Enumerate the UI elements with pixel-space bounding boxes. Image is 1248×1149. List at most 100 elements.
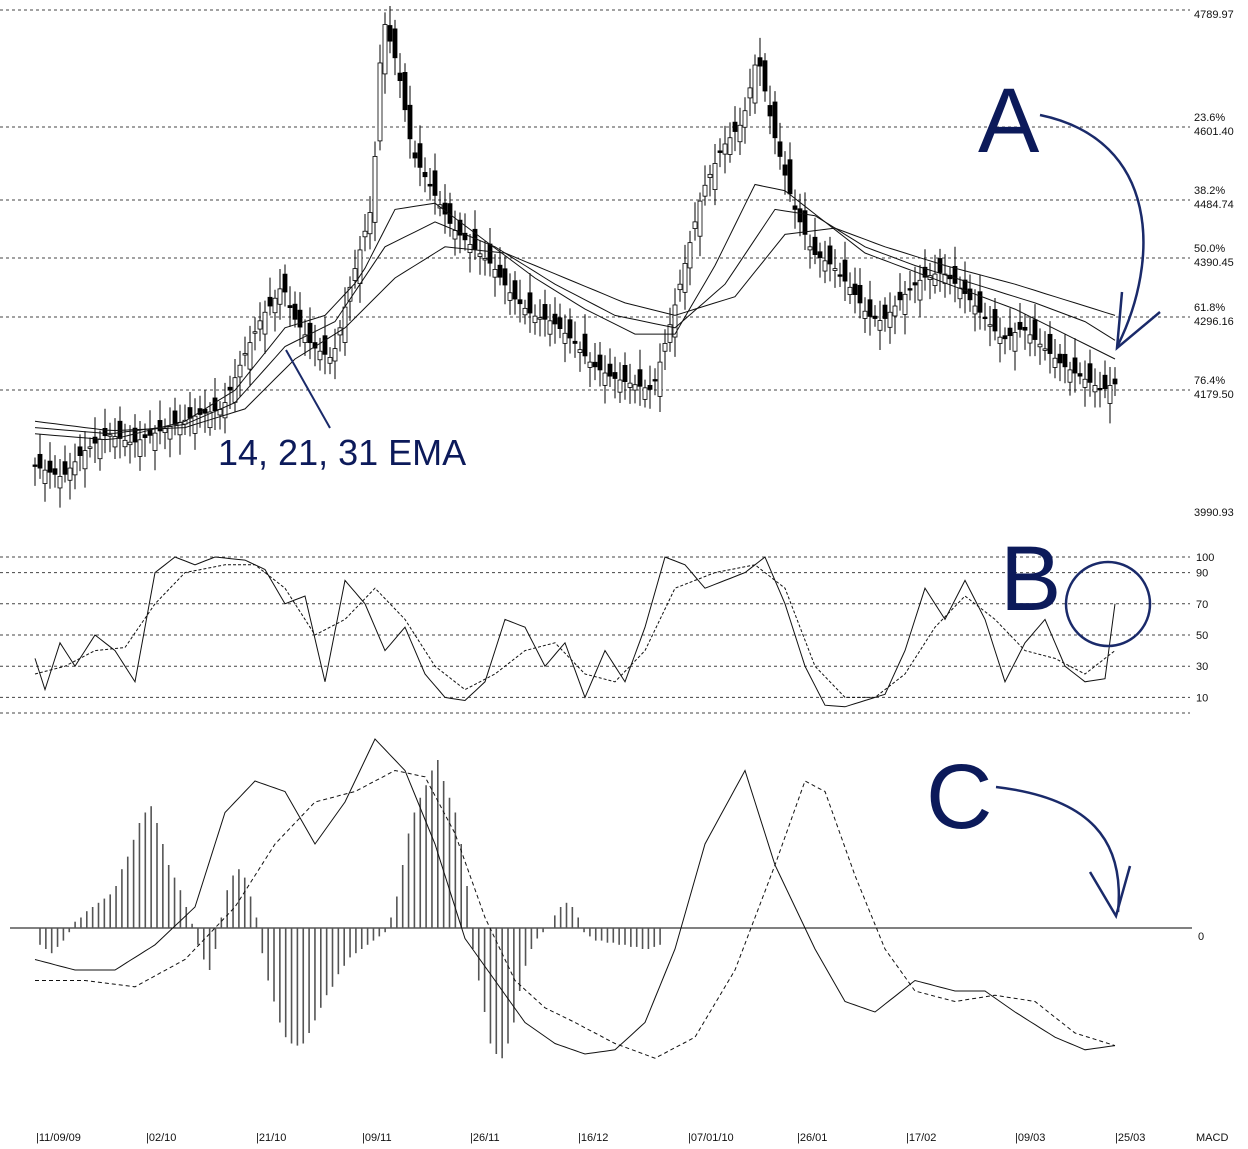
ema-line: [34, 208, 1116, 434]
candle-body: [1062, 353, 1068, 368]
candle-body: [332, 348, 338, 362]
date-tick-label: |26/01: [797, 1132, 827, 1144]
candle-body: [1107, 385, 1113, 404]
candle-body: [992, 309, 998, 332]
candle-body: [317, 350, 323, 361]
candle-body: [902, 293, 908, 315]
candle-body: [997, 336, 1003, 344]
candle-body: [697, 200, 703, 237]
candle-body: [292, 303, 298, 320]
stoch-tick-label: 90: [1196, 568, 1208, 580]
candle-body: [652, 379, 658, 382]
candle-body: [797, 208, 803, 223]
candle-body: [607, 363, 613, 377]
candle-body: [1032, 319, 1038, 340]
date-tick-label: |16/12: [578, 1132, 608, 1144]
arrowhead-a: [1115, 291, 1161, 351]
candle-body: [752, 64, 758, 104]
candle-body: [542, 304, 548, 320]
candle-body: [987, 324, 993, 327]
annotation-b: B: [1000, 528, 1061, 630]
stoch-k-line: [34, 556, 1116, 708]
candle-body: [707, 173, 713, 178]
candle-body: [817, 251, 823, 259]
candle-body: [617, 379, 623, 393]
candle-body: [77, 446, 83, 457]
candle-body: [1097, 388, 1103, 391]
candle-body: [122, 439, 128, 448]
candle-body: [457, 219, 463, 236]
candle-body: [722, 143, 728, 155]
candle-body: [582, 333, 588, 357]
candle-body: [632, 384, 638, 391]
candle-body: [597, 354, 603, 371]
candle-body: [242, 353, 248, 356]
arrow-a: [1039, 113, 1145, 346]
candle-body: [1012, 332, 1018, 352]
candle-body: [642, 387, 648, 400]
candle-body: [492, 269, 498, 278]
candle-body: [552, 313, 558, 325]
candle-body: [712, 163, 718, 190]
candle-body: [572, 340, 578, 344]
candle-body: [127, 441, 133, 446]
candle-body: [937, 258, 943, 273]
macd-signal-line: [35, 769, 1116, 1059]
candle-body: [1052, 357, 1058, 368]
date-tick-label: |09/03: [1015, 1132, 1045, 1144]
candle-body: [637, 369, 643, 387]
stoch-tick-label: 10: [1196, 692, 1208, 704]
candle-body: [837, 274, 843, 277]
candle-body: [1067, 369, 1073, 383]
candle-body: [737, 124, 743, 143]
candle-body: [1057, 353, 1063, 364]
stochastic-panel: 100 90 70 50 30 10: [0, 552, 1214, 714]
candle-body: [422, 171, 428, 178]
candle-body: [407, 104, 413, 140]
candle-body: [417, 143, 423, 168]
candle-body: [252, 331, 258, 334]
candle-body: [287, 305, 293, 308]
candle-body: [397, 72, 403, 82]
candle-body: [1047, 333, 1053, 354]
candle-body: [827, 245, 833, 265]
price-tick-label: 4484.74: [1194, 199, 1234, 211]
candle-body: [452, 230, 458, 240]
candle-body: [87, 446, 93, 449]
candle-body: [812, 236, 818, 256]
candle-body: [1002, 335, 1008, 340]
date-tick-label: |25/03: [1115, 1132, 1145, 1144]
candle-body: [562, 332, 568, 344]
stoch-tick-label: 100: [1196, 552, 1214, 564]
candle-body: [1092, 385, 1098, 393]
candle-body: [1072, 357, 1078, 374]
candle-body: [687, 242, 693, 269]
candle-body: [92, 436, 98, 444]
candle-body: [172, 410, 178, 425]
fib-label: 50.0%: [1194, 243, 1225, 255]
fib-label: 38.2%: [1194, 185, 1225, 197]
candle-body: [132, 427, 138, 443]
price-tick-label: 4789.97: [1194, 9, 1234, 21]
candle-body: [717, 150, 723, 153]
candle-body: [272, 297, 278, 314]
candle-body: [1037, 343, 1043, 348]
candle-body: [152, 432, 158, 451]
candle-body: [592, 361, 598, 368]
candle-body: [867, 299, 873, 317]
candle-body: [1077, 373, 1083, 377]
candle-body: [802, 210, 808, 235]
candle-body: [107, 434, 113, 437]
candle-body: [532, 315, 538, 324]
candle-body: [537, 317, 543, 320]
candle-body: [382, 24, 388, 75]
candle-body: [892, 305, 898, 317]
price-tick-label: 4179.50: [1194, 389, 1234, 401]
candle-body: [497, 264, 503, 278]
date-tick-label: |21/10: [256, 1132, 286, 1144]
candle-body: [1027, 334, 1033, 344]
fib-label: 23.6%: [1194, 112, 1225, 124]
candle-body: [402, 72, 408, 111]
candle-body: [662, 343, 668, 352]
candle-body: [277, 288, 283, 305]
